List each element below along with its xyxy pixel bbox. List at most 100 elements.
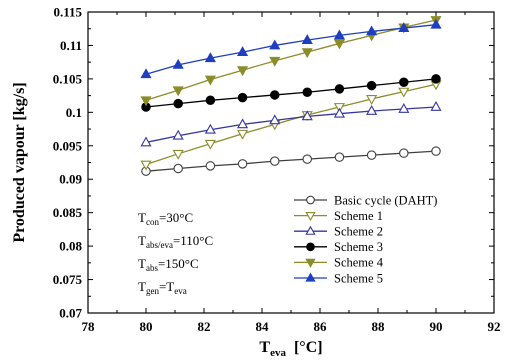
data-point: [431, 74, 441, 84]
data-point: [205, 95, 216, 106]
data-point: [333, 103, 345, 113]
legend-label: Scheme 1: [334, 209, 383, 223]
y-tick-label: 0.1: [66, 105, 82, 120]
legend-marker: [305, 212, 316, 222]
y-tick-label: 0.07: [59, 306, 82, 321]
axis-ticks: 78 80 82 84 86 88 90 92 0.07 0.075 0.08 0.085 0.09 0.…: [53, 5, 501, 335]
data-point: [431, 146, 441, 156]
data-point: [237, 129, 249, 140]
x-tick-label: 90: [430, 319, 443, 334]
data-point: [237, 159, 248, 169]
x-tick-label: 80: [140, 319, 153, 334]
legend-marker: [306, 195, 315, 205]
data-point: [140, 96, 152, 107]
y-axis-label: Produced vapour [kg/s]: [11, 82, 28, 242]
x-axis-unit: [°C]: [294, 339, 323, 356]
data-point: [172, 58, 184, 69]
data-point: [173, 163, 183, 174]
condition-value: =T: [159, 279, 174, 294]
y-tick-label: 0.085: [53, 205, 83, 220]
x-tick-label: 84: [256, 319, 270, 334]
series-5: [140, 16, 442, 107]
data-point: [399, 77, 409, 87]
data-point: [270, 90, 280, 100]
data-point: [140, 160, 152, 171]
series-line: [145, 24, 437, 75]
y-tick-label: 0.075: [53, 272, 83, 287]
data-point: [204, 139, 216, 150]
data-point: [172, 149, 184, 160]
series-line: [145, 106, 437, 144]
series-line: [145, 150, 437, 172]
data-point: [204, 123, 216, 134]
data-point: [269, 114, 281, 125]
legend-label: Scheme 3: [334, 240, 383, 254]
data-point: [333, 39, 345, 50]
y-tick-label: 0.095: [53, 138, 83, 153]
legend-label: Scheme 2: [334, 225, 383, 239]
data-point: [205, 161, 216, 171]
condition-symbol: T: [138, 210, 146, 225]
series-2: [140, 80, 442, 171]
condition-symbol: T: [138, 256, 146, 271]
condition-label: Tgen=Teva: [138, 279, 187, 296]
y-tick-label: 0.08: [59, 239, 82, 254]
data-point: [399, 148, 409, 158]
data-point: [366, 80, 377, 91]
data-point: [140, 136, 152, 147]
condition-subscript: abs/eva: [146, 240, 173, 250]
x-axis-subscript: eva: [270, 347, 286, 359]
annotations: Tcon=30°CTabs/eva=110°CTabs=150°CTgen=Te…: [138, 210, 213, 296]
series-1: [141, 146, 441, 176]
legend-marker: [305, 225, 316, 235]
data-point: [366, 150, 377, 160]
data-point: [301, 34, 313, 45]
data-point: [140, 68, 152, 79]
condition-label: Tabs/eva=110°C: [138, 233, 213, 250]
data-point: [173, 98, 183, 109]
condition-label: Tabs=150°C: [138, 256, 199, 273]
data-point: [334, 152, 345, 162]
legend-item: Scheme 1: [294, 209, 383, 223]
data-point: [269, 39, 281, 50]
data-point: [334, 84, 345, 94]
legend-label: Scheme 5: [334, 271, 383, 285]
condition-symbol: T: [138, 279, 146, 294]
data-point: [366, 95, 378, 105]
series-3: [140, 101, 442, 147]
x-axis-symbol: T: [259, 339, 270, 356]
data-point: [269, 56, 281, 67]
data-point: [398, 87, 410, 98]
data-point: [398, 103, 410, 113]
y-tick-label: 0.09: [59, 172, 82, 187]
x-tick-label: 82: [198, 319, 211, 334]
data-point: [172, 86, 184, 97]
data-point: [398, 22, 410, 32]
data-point: [366, 25, 378, 36]
data-point: [333, 29, 345, 40]
data-point: [204, 52, 216, 63]
data-point: [237, 66, 249, 77]
data-point: [366, 105, 378, 115]
condition-subscript: con: [146, 217, 159, 227]
condition-subscript: eva: [174, 286, 187, 296]
legend-marker: [305, 272, 316, 282]
legend-item: Basic cycle (DAHT): [294, 193, 437, 207]
series-4: [141, 74, 441, 112]
x-tick-label: 88: [372, 319, 386, 334]
condition-value: =110°C: [173, 233, 213, 248]
data-point: [237, 46, 249, 57]
legend-label: Scheme 4: [334, 256, 384, 270]
legend-item: Scheme 4: [294, 256, 384, 270]
series-line: [145, 83, 437, 166]
legend-marker: [306, 242, 315, 252]
data-point: [333, 107, 345, 118]
data-point: [301, 110, 313, 121]
series-6: [140, 18, 442, 79]
legend-label: Basic cycle (DAHT): [334, 193, 437, 207]
data-point: [237, 92, 248, 103]
condition-subscript: abs: [146, 263, 158, 273]
data-point: [172, 129, 184, 140]
data-point: [302, 87, 312, 98]
